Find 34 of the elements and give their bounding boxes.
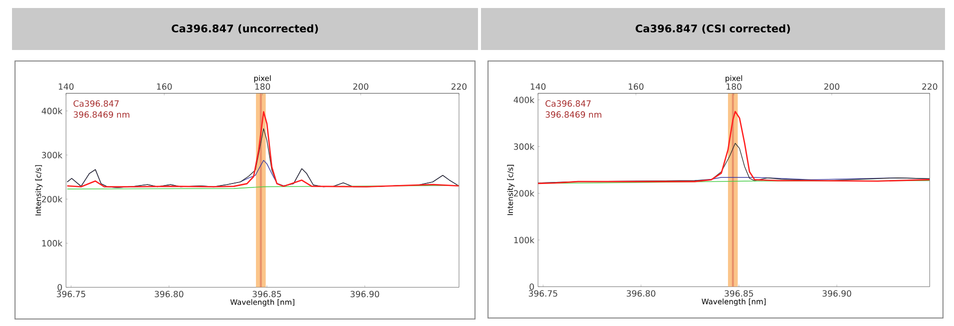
chart-title: Ca396.847 (uncorrected) (172, 24, 318, 34)
y-tick-label: 200k (42, 196, 62, 202)
y-tick-label: 300k (514, 143, 534, 150)
x2-tick-label: 200 (824, 83, 840, 90)
x-tick-label: 396.85 (724, 290, 754, 297)
y-tick-label: 400k (514, 96, 534, 104)
y-tick-label: 0 (530, 283, 534, 290)
y-tick-label: 100k (42, 240, 62, 246)
x2-tick-label: 200 (353, 83, 368, 90)
y-tick-label: 400k (42, 108, 62, 114)
x2-tick-label: 180 (255, 83, 270, 90)
x2-tick-label: 220 (922, 83, 938, 90)
x-tick-label: 396.80 (626, 290, 656, 297)
x2-tick-label: 140 (58, 83, 74, 90)
y-tick-label: 200k (514, 190, 534, 197)
x-tick-label: 396.75 (56, 290, 86, 298)
annotation: 396.8469 nm (546, 111, 602, 118)
annotation: Ca396.847 (546, 100, 591, 107)
x-tick-label: 396.90 (350, 290, 380, 298)
x2-tick-label: 180 (726, 83, 742, 90)
x2-tick-label: 160 (628, 83, 644, 90)
x-tick-label: 396.80 (154, 290, 184, 298)
annotation: Ca396.847 (74, 100, 119, 107)
x-tick-label: 396.85 (252, 290, 282, 298)
y-tick-label: 300k (42, 152, 62, 158)
x2-tick-label: 160 (157, 83, 172, 90)
x2-tick-label: 220 (452, 83, 467, 90)
x-tick-label: 396.90 (822, 290, 852, 297)
chart-title: Ca396.847 (CSI corrected) (636, 24, 790, 34)
y-tick-label: 100k (514, 236, 534, 244)
annotation: 396.8469 nm (74, 111, 130, 118)
x-tick-label: 396.75 (528, 290, 558, 297)
y-tick-label: 0 (58, 284, 62, 291)
x2-tick-label: 140 (530, 83, 546, 90)
